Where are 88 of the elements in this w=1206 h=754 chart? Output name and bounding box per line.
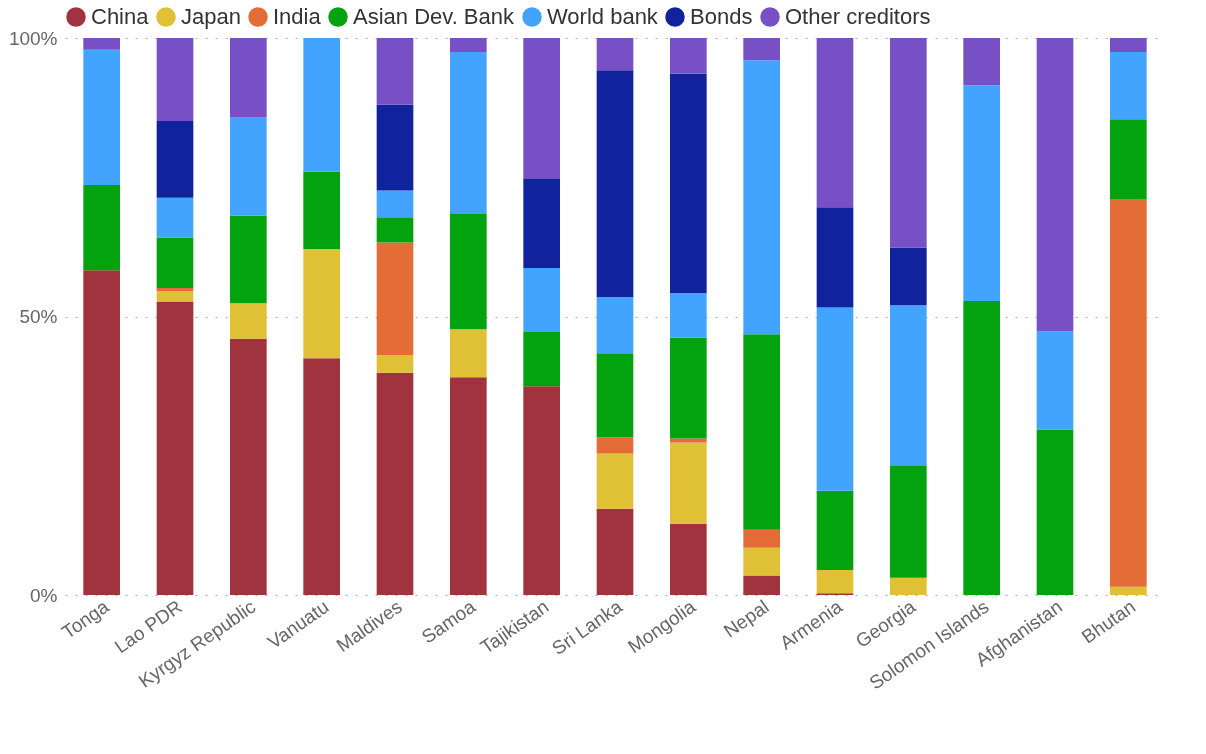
bar — [376, 354, 414, 373]
bar — [83, 49, 120, 186]
bar — [376, 372, 414, 595]
bar — [670, 38, 707, 74]
bar — [963, 85, 1000, 301]
bar — [670, 523, 707, 595]
bar — [523, 38, 560, 179]
bar — [83, 185, 120, 271]
bar — [156, 237, 194, 289]
bar — [1036, 38, 1074, 332]
bar — [450, 38, 487, 52]
bar — [450, 214, 487, 330]
bar — [1110, 586, 1147, 595]
bar — [596, 353, 634, 438]
legend-label: Asian Dev. Bank — [353, 4, 515, 29]
bar — [743, 547, 780, 576]
bar — [890, 305, 927, 466]
bar — [156, 301, 194, 595]
bar — [1110, 38, 1147, 52]
bar — [83, 270, 120, 595]
bar — [890, 38, 927, 248]
bar — [670, 73, 707, 294]
y-tick-label: 100% — [8, 27, 58, 49]
bar — [83, 38, 120, 50]
bar — [890, 465, 927, 578]
bar — [743, 575, 780, 595]
bar — [596, 38, 634, 71]
bar — [523, 268, 560, 333]
bar — [523, 332, 560, 387]
y-tick-label: 50% — [19, 306, 58, 327]
bar — [816, 207, 854, 308]
bar — [816, 307, 854, 491]
bar — [816, 490, 854, 570]
bar — [670, 442, 707, 524]
legend-label: Japan — [181, 4, 241, 29]
bar — [1110, 119, 1147, 199]
legend-label: Other creditors — [785, 4, 931, 29]
bar — [230, 117, 267, 216]
bar — [743, 60, 780, 335]
bar — [890, 247, 927, 306]
bar — [670, 337, 707, 439]
bar — [156, 38, 194, 121]
bar — [963, 38, 1000, 86]
bar — [376, 38, 414, 105]
bar — [450, 51, 487, 215]
bar — [596, 453, 634, 509]
legend-label: India — [273, 4, 322, 29]
bar — [303, 358, 340, 595]
bar — [743, 334, 780, 530]
bar — [450, 377, 487, 595]
bar — [230, 38, 267, 118]
bar — [376, 104, 414, 191]
bar — [890, 577, 927, 595]
bar — [230, 303, 267, 339]
bar — [1110, 51, 1147, 120]
bar — [816, 38, 854, 208]
bar — [1110, 198, 1147, 587]
legend-label: World bank — [547, 4, 659, 29]
bar — [670, 293, 707, 338]
bar — [523, 386, 560, 595]
legend-label: China — [91, 4, 150, 29]
bar — [376, 217, 414, 243]
bar — [230, 215, 267, 304]
bar — [523, 178, 560, 269]
bar — [596, 70, 634, 298]
bar — [156, 120, 194, 198]
bar — [376, 242, 414, 355]
bar — [1036, 429, 1074, 595]
bar — [963, 300, 1000, 595]
bar — [303, 171, 340, 250]
y-tick-label: 0% — [30, 584, 58, 606]
bar — [596, 508, 634, 595]
bar — [596, 297, 634, 354]
bar — [156, 290, 194, 302]
bar — [596, 437, 634, 454]
bar — [743, 38, 780, 61]
bar — [743, 529, 780, 548]
bar — [670, 438, 707, 443]
bar — [1036, 331, 1074, 430]
bar — [230, 338, 267, 595]
legend-label: Bonds — [690, 4, 753, 29]
bar — [450, 329, 487, 378]
bar — [303, 249, 340, 359]
bar — [816, 569, 854, 594]
bar — [303, 38, 340, 172]
bar — [376, 190, 414, 218]
bar — [156, 288, 194, 291]
bar — [156, 197, 194, 238]
